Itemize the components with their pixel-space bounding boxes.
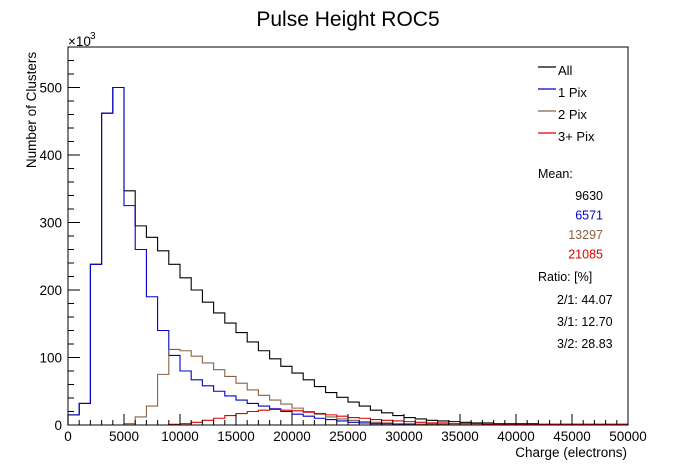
y-tick-label: 200 [39,283,62,298]
legend-entry: 1 Pix [558,85,587,100]
x-tick-label: 0 [64,429,72,444]
plot-frame [67,46,629,426]
mean-value: 9630 [575,189,603,203]
axes: 0 5000 10000 15000 20000 25000 30000 35000 40000… [39,46,647,444]
mean-value: 6571 [575,209,603,223]
x-tick-label: 10000 [161,429,199,444]
series-line-1 [67,86,628,426]
y-tick-label: 400 [39,148,62,163]
x-tick-label: 50000 [609,429,647,444]
mean-value: 21085 [568,248,603,262]
x-tick-label: 5000 [109,429,139,444]
x-tick-label: 40000 [497,429,535,444]
y-axis-label: Number of Clusters [24,52,39,169]
ratio-value: 3/2: 28.83 [557,337,613,351]
x-tick-label: 45000 [553,429,591,444]
mean-heading: Mean: [538,167,573,181]
x-tick-label: 15000 [217,429,255,444]
series-line-2 [68,348,628,426]
y-tick-label: 300 [39,216,62,231]
chart-title: Pulse Height ROC5 [256,8,439,31]
ratio-value: 3/1: 12.70 [557,315,613,329]
series-line-0 [67,86,629,425]
x-tick-label: 20000 [273,429,311,444]
legend-entry: All [558,63,573,78]
x-axis-label: Charge (electrons) [515,445,627,460]
x-tick-label: 30000 [385,429,423,444]
legend-entry: 3+ Pix [558,129,595,144]
legend-entry: 2 Pix [558,107,587,122]
y-multiplier: ×10 3 [68,31,96,49]
y-tick-label: 0 [54,418,62,433]
ratio-value: 2/1: 44.07 [557,293,613,307]
ratio-heading: Ratio: [%] [538,270,592,284]
y-multiplier-base: ×10 [68,34,91,49]
y-tick-label: 100 [39,351,62,366]
x-tick-label: 35000 [441,429,479,444]
histogram-series [67,86,629,426]
y-multiplier-exponent: 3 [90,31,96,42]
stats-box: Mean:9630 6571 13297 21085 Ratio: [%] 2/1: 44… [538,167,613,351]
x-tick-label: 25000 [329,429,367,444]
mean-value: 13297 [568,228,603,242]
series-line-3 [68,408,629,426]
y-tick-label: 500 [39,81,62,96]
legend: All 1 Pix 2 Pix 3+ Pix [538,63,595,144]
